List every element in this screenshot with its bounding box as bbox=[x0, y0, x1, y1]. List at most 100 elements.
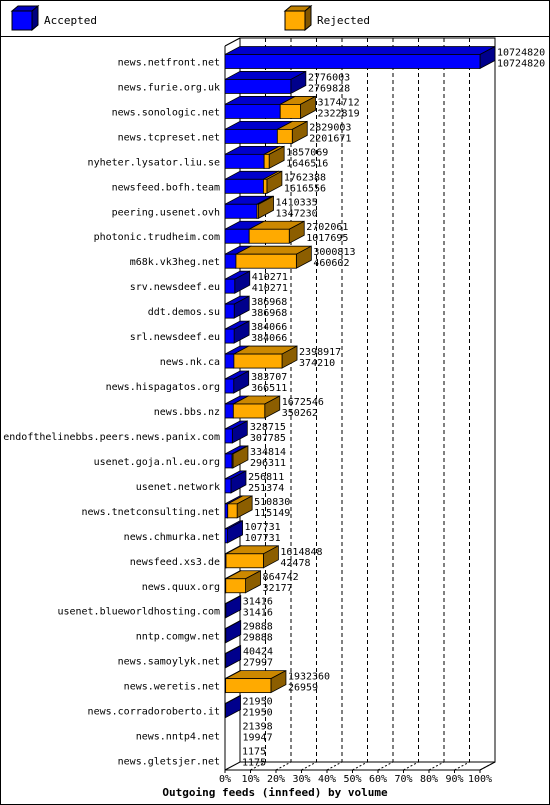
grid-line bbox=[377, 761, 394, 771]
value-label-total: 21398 bbox=[243, 722, 273, 733]
value-label-accepted: 374210 bbox=[299, 358, 335, 369]
value-label-accepted: 2322819 bbox=[317, 108, 359, 119]
plot-area: 0% 10% 20% 30% 40% 50% 60% 70% 80% 90% 100% news.ne… bbox=[3, 37, 545, 785]
bar-accepted bbox=[224, 320, 250, 344]
legend-swatch-side bbox=[304, 4, 312, 32]
x-tick-label: 60% bbox=[369, 774, 387, 785]
value-label-total: 1410335 bbox=[276, 197, 318, 208]
value-label-total: 3000813 bbox=[313, 247, 355, 258]
bar-accepted-front bbox=[224, 228, 250, 244]
plot-edge bbox=[224, 37, 241, 47]
value-label-total: 1614848 bbox=[280, 547, 322, 558]
bar-accepted-front bbox=[224, 253, 237, 269]
bar-accepted-front bbox=[224, 453, 233, 469]
value-label-accepted: 42478 bbox=[280, 558, 310, 569]
value-label-accepted: 2201671 bbox=[309, 133, 351, 144]
value-label-accepted: 460602 bbox=[313, 258, 349, 269]
value-label-total: 864742 bbox=[263, 572, 299, 583]
bar-rejected-front bbox=[227, 503, 238, 519]
value-label-total: 510830 bbox=[254, 497, 290, 508]
legend-swatch-rejected bbox=[284, 10, 306, 31]
bar-rejected bbox=[263, 145, 285, 170]
value-label-total: 1672546 bbox=[282, 397, 324, 408]
value-label-accepted: 29888 bbox=[243, 633, 273, 644]
bar-rejected bbox=[279, 95, 316, 120]
bar-accepted bbox=[224, 620, 242, 644]
legend-swatch-side bbox=[31, 4, 39, 32]
legend-swatch-accepted bbox=[11, 10, 33, 31]
value-label-accepted: 26959 bbox=[288, 683, 318, 694]
bar-rejected bbox=[225, 669, 287, 694]
bar-rejected bbox=[233, 345, 298, 369]
bar-accepted bbox=[224, 520, 243, 544]
value-label-total: 2829003 bbox=[309, 122, 351, 133]
bar-rejected bbox=[227, 495, 253, 519]
category-label: usenet.goja.nl.eu.org bbox=[94, 457, 220, 468]
grid-line bbox=[479, 761, 496, 771]
plot-edge bbox=[224, 761, 241, 771]
x-tick-label: 0% bbox=[219, 774, 231, 785]
value-label-accepted: 366511 bbox=[251, 383, 287, 394]
bar-rejected-front bbox=[279, 104, 301, 119]
value-label-total: 334814 bbox=[250, 447, 286, 458]
x-tick-label: 50% bbox=[343, 774, 361, 785]
value-label-total: 386968 bbox=[251, 297, 287, 308]
bar-rejected-front bbox=[276, 128, 293, 144]
bar-accepted-front bbox=[224, 128, 278, 144]
legend-label-accepted: Accepted bbox=[44, 14, 97, 27]
legend: Accepted Rejected bbox=[10, 4, 370, 32]
bar-accepted bbox=[224, 694, 241, 719]
value-label-total: 21950 bbox=[243, 697, 273, 708]
value-label-accepted: 384066 bbox=[251, 333, 287, 344]
bar-rejected-front bbox=[231, 453, 234, 469]
value-label-total: 107731 bbox=[245, 522, 281, 533]
x-tick-label: 40% bbox=[318, 774, 336, 785]
category-label: news.nk.ca bbox=[160, 357, 220, 368]
value-label-total: 10724820 bbox=[497, 47, 545, 58]
bar-accepted-front bbox=[224, 503, 229, 519]
bar-rejected bbox=[225, 545, 279, 569]
category-label: nyheter.lysator.liu.se bbox=[88, 157, 220, 168]
bar-rejected-front bbox=[263, 178, 268, 194]
bar-accepted-front bbox=[224, 79, 292, 94]
value-label-accepted: 296311 bbox=[250, 458, 286, 469]
category-label: news.sonologic.net bbox=[112, 107, 220, 118]
value-label-accepted: 386968 bbox=[251, 308, 287, 319]
value-label-accepted: 1175 bbox=[242, 758, 266, 769]
value-label-total: 384066 bbox=[251, 322, 287, 333]
value-label-accepted: 1616556 bbox=[284, 183, 326, 194]
grid-line bbox=[403, 761, 419, 771]
bar-accepted bbox=[224, 70, 307, 95]
value-label-accepted: 1017695 bbox=[306, 233, 348, 244]
bar-accepted bbox=[224, 295, 250, 319]
category-label: usenet.blueworldhosting.com bbox=[57, 607, 220, 618]
value-label-total: 256811 bbox=[248, 472, 284, 483]
value-label-accepted: 1646516 bbox=[286, 158, 328, 169]
category-label: news.hispagatos.org bbox=[106, 382, 220, 393]
bar-accepted bbox=[224, 470, 247, 494]
category-label: news.nntp4.net bbox=[136, 732, 220, 743]
bar-accepted-front bbox=[224, 178, 264, 194]
category-label: news.corradoroberto.it bbox=[88, 707, 220, 718]
value-label-total: 40424 bbox=[243, 647, 273, 658]
bar-accepted-front bbox=[224, 428, 233, 444]
bar-rejected-front bbox=[225, 678, 272, 694]
grid-line bbox=[275, 761, 292, 771]
bar-rejected bbox=[256, 195, 274, 219]
bar-accepted bbox=[224, 644, 242, 669]
value-label-total: 1932360 bbox=[288, 672, 330, 683]
bar-accepted-front bbox=[224, 328, 235, 344]
x-tick-label: 70% bbox=[394, 774, 412, 785]
category-label: news.furie.org.uk bbox=[118, 82, 220, 93]
value-label-accepted: 27997 bbox=[243, 658, 273, 669]
category-label: news.chmurka.net bbox=[124, 532, 220, 543]
grid-line bbox=[301, 761, 317, 771]
category-label: news.quux.org bbox=[142, 582, 220, 593]
value-label-total: 3174712 bbox=[317, 97, 359, 108]
category-label: srv.newsdeef.eu bbox=[130, 282, 220, 293]
bar-rejected bbox=[276, 120, 308, 145]
value-label-total: 29888 bbox=[243, 622, 273, 633]
value-label-total: 1762388 bbox=[284, 172, 326, 183]
value-label-accepted: 115149 bbox=[254, 508, 290, 519]
